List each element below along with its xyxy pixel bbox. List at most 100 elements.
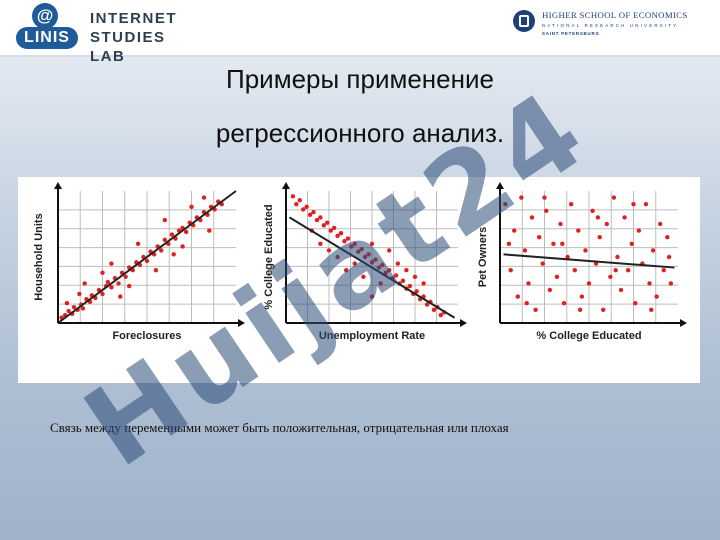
data-point	[658, 221, 663, 227]
data-point	[387, 268, 392, 273]
data-point	[647, 281, 652, 286]
data-point	[100, 291, 105, 297]
data-point	[560, 241, 565, 246]
data-point	[615, 254, 620, 260]
data-point	[542, 195, 547, 200]
data-point	[342, 238, 347, 244]
data-point	[82, 281, 87, 286]
scatter-charts: Foreclosures Household Units Unemployment …	[18, 182, 700, 383]
data-point	[526, 281, 531, 286]
data-point	[369, 241, 375, 246]
data-point	[604, 221, 609, 227]
x-axis-label: % College Educated	[536, 330, 641, 342]
data-point	[314, 217, 320, 223]
data-point	[547, 287, 553, 293]
hse-name: HIGHER SCHOOL OF ECONOMICS	[542, 10, 688, 20]
data-point	[362, 254, 368, 260]
data-point	[625, 268, 631, 273]
data-point	[636, 228, 642, 233]
data-point	[297, 198, 302, 203]
data-point	[421, 281, 426, 286]
data-point	[361, 274, 366, 279]
data-point	[665, 235, 670, 240]
data-point	[127, 283, 132, 289]
y-axis-arrow	[496, 182, 504, 189]
data-point	[551, 241, 556, 246]
data-point	[569, 202, 574, 207]
data-point	[349, 244, 354, 249]
slide-title-line-2: регрессионного анализ.	[215, 118, 505, 148]
data-point	[378, 281, 383, 286]
data-point	[576, 228, 581, 233]
data-point	[105, 279, 111, 285]
y-axis-label: % College Educated	[263, 204, 275, 309]
linis-name: LINIS	[16, 27, 78, 49]
data-point	[608, 274, 613, 279]
data-point	[335, 254, 340, 260]
data-point	[328, 228, 333, 233]
data-point	[345, 236, 351, 241]
data-point	[321, 223, 327, 228]
data-point	[109, 285, 114, 290]
data-point	[404, 268, 409, 273]
data-point	[338, 231, 344, 236]
data-point	[544, 208, 549, 213]
data-point	[407, 283, 413, 289]
data-point	[123, 274, 128, 279]
data-point	[77, 291, 82, 297]
data-point	[387, 248, 392, 253]
data-point	[395, 261, 400, 266]
data-point	[400, 278, 406, 283]
data-point	[666, 254, 672, 260]
data-point	[650, 248, 656, 253]
x-axis-arrow	[680, 319, 687, 327]
data-point	[668, 281, 674, 286]
data-point	[383, 270, 388, 276]
data-point	[522, 248, 528, 253]
data-point	[412, 274, 418, 279]
data-point	[572, 268, 577, 273]
data-point	[601, 307, 606, 312]
data-point	[318, 215, 323, 220]
data-point	[180, 244, 185, 249]
data-point	[424, 302, 430, 307]
data-point	[540, 261, 545, 266]
data-point	[393, 273, 399, 278]
data-point	[524, 301, 529, 306]
data-point	[583, 248, 588, 253]
y-axis-arrow	[54, 182, 62, 189]
torn-edge	[18, 353, 700, 383]
data-point	[318, 241, 323, 246]
data-point	[595, 215, 601, 220]
data-point	[649, 307, 654, 312]
data-point	[64, 301, 70, 306]
data-point	[294, 202, 299, 207]
data-point	[597, 235, 602, 240]
data-point	[431, 307, 437, 312]
data-point	[506, 241, 512, 246]
data-point	[503, 202, 508, 207]
data-point	[169, 232, 175, 237]
data-point	[519, 195, 524, 200]
data-point	[344, 268, 349, 273]
hse-emblem-icon	[513, 10, 535, 32]
data-point	[618, 287, 624, 293]
data-point	[325, 220, 330, 225]
data-point	[369, 294, 375, 299]
y-axis-arrow	[282, 182, 290, 189]
data-point	[590, 208, 595, 213]
data-point	[533, 307, 538, 312]
data-point	[359, 246, 364, 252]
data-point	[135, 241, 141, 246]
data-point	[654, 294, 659, 299]
data-point	[366, 252, 371, 257]
trend-line	[503, 253, 675, 269]
data-point	[183, 229, 189, 235]
trend-line	[57, 190, 237, 324]
trend-line	[288, 216, 456, 319]
data-point	[631, 202, 636, 207]
x-axis-arrow	[460, 319, 467, 327]
data-point	[352, 241, 357, 246]
data-point	[512, 228, 517, 233]
data-point	[109, 261, 114, 266]
